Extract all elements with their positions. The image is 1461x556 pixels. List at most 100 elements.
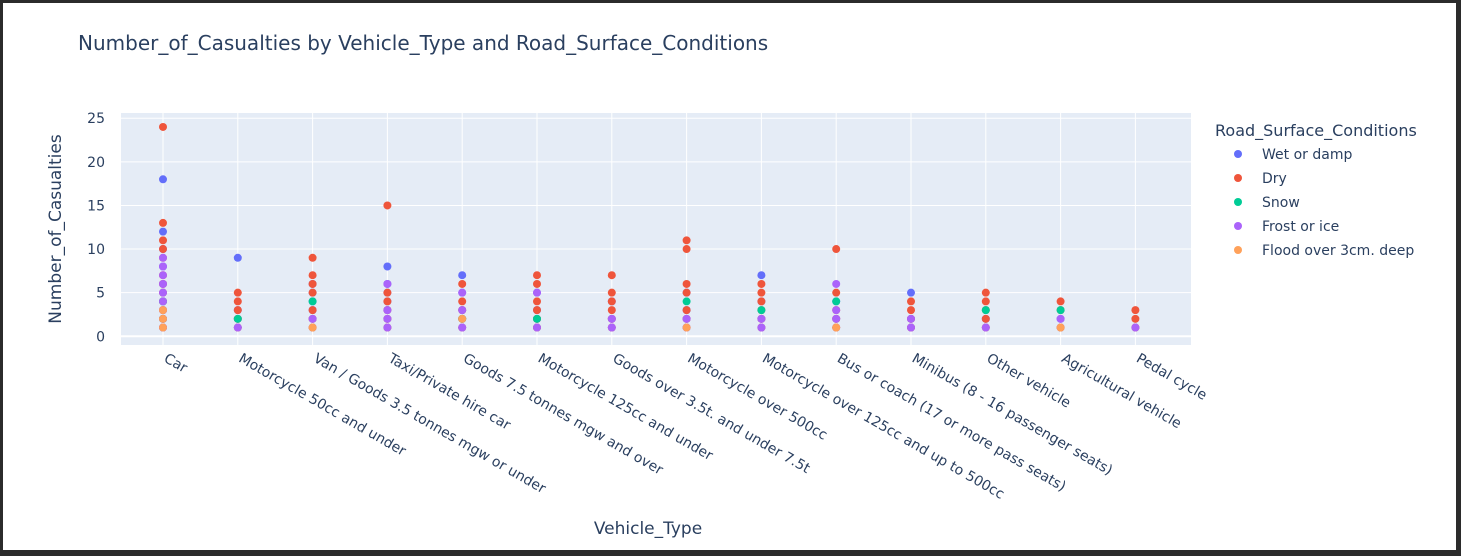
marker-frost-or-ice[interactable]: [832, 279, 841, 288]
marker-frost-or-ice[interactable]: [159, 279, 167, 288]
marker-dry[interactable]: [757, 279, 766, 288]
marker-frost-or-ice[interactable]: [458, 306, 467, 315]
marker-dry[interactable]: [832, 288, 841, 297]
marker-dry[interactable]: [607, 306, 616, 315]
marker-dry[interactable]: [757, 288, 766, 297]
legend[interactable]: Road_Surface_Conditions Wet or damp Dry Sn…: [1215, 121, 1417, 259]
marker-wet-or-damp[interactable]: [383, 262, 392, 271]
marker-wet-or-damp[interactable]: [907, 288, 915, 297]
marker-snow[interactable]: [757, 306, 766, 315]
marker-frost-or-ice[interactable]: [607, 314, 616, 323]
marker-dry[interactable]: [308, 253, 317, 262]
marker-dry[interactable]: [607, 271, 616, 280]
marker-flood-over-3cm-deep[interactable]: [1056, 323, 1065, 332]
marker-dry[interactable]: [308, 306, 317, 315]
marker-wet-or-damp[interactable]: [458, 271, 467, 280]
marker-dry[interactable]: [907, 306, 915, 315]
marker-dry[interactable]: [682, 279, 691, 288]
marker-frost-or-ice[interactable]: [383, 279, 392, 288]
marker-snow[interactable]: [308, 297, 317, 306]
marker-dry[interactable]: [233, 288, 242, 297]
marker-flood-over-3cm-deep[interactable]: [159, 314, 167, 323]
marker-dry[interactable]: [533, 297, 541, 306]
marker-frost-or-ice[interactable]: [907, 314, 915, 323]
marker-frost-or-ice[interactable]: [682, 314, 691, 323]
marker-frost-or-ice[interactable]: [981, 323, 990, 332]
marker-frost-or-ice[interactable]: [159, 253, 167, 262]
marker-dry[interactable]: [607, 297, 616, 306]
marker-snow[interactable]: [682, 297, 691, 306]
marker-wet-or-damp[interactable]: [757, 271, 766, 280]
marker-snow[interactable]: [981, 306, 990, 315]
marker-dry[interactable]: [757, 297, 766, 306]
marker-dry[interactable]: [981, 288, 990, 297]
marker-flood-over-3cm-deep[interactable]: [159, 306, 167, 315]
marker-flood-over-3cm-deep[interactable]: [159, 323, 167, 332]
marker-dry[interactable]: [159, 122, 167, 131]
marker-flood-over-3cm-deep[interactable]: [308, 323, 317, 332]
marker-dry[interactable]: [1056, 297, 1065, 306]
marker-frost-or-ice[interactable]: [159, 288, 167, 297]
marker-snow[interactable]: [233, 314, 242, 323]
marker-snow[interactable]: [533, 314, 541, 323]
marker-frost-or-ice[interactable]: [1131, 323, 1140, 332]
marker-dry[interactable]: [458, 279, 467, 288]
legend-item[interactable]: Dry: [1234, 171, 1287, 187]
marker-dry[interactable]: [159, 236, 167, 245]
marker-frost-or-ice[interactable]: [757, 323, 766, 332]
legend-item[interactable]: Wet or damp: [1234, 147, 1352, 163]
marker-dry[interactable]: [832, 245, 841, 254]
marker-frost-or-ice[interactable]: [383, 323, 392, 332]
marker-dry[interactable]: [233, 306, 242, 315]
marker-dry[interactable]: [981, 314, 990, 323]
marker-dry[interactable]: [159, 245, 167, 254]
marker-snow[interactable]: [832, 297, 841, 306]
marker-frost-or-ice[interactable]: [308, 314, 317, 323]
marker-dry[interactable]: [308, 288, 317, 297]
marker-dry[interactable]: [233, 297, 242, 306]
marker-dry[interactable]: [308, 279, 317, 288]
marker-frost-or-ice[interactable]: [458, 288, 467, 297]
marker-dry[interactable]: [981, 297, 990, 306]
marker-dry[interactable]: [907, 297, 915, 306]
marker-dry[interactable]: [682, 236, 691, 245]
marker-dry[interactable]: [383, 288, 392, 297]
marker-frost-or-ice[interactable]: [832, 314, 841, 323]
marker-snow[interactable]: [1056, 306, 1065, 315]
marker-flood-over-3cm-deep[interactable]: [832, 323, 841, 332]
marker-dry[interactable]: [533, 279, 541, 288]
marker-dry[interactable]: [308, 271, 317, 280]
marker-dry[interactable]: [383, 297, 392, 306]
legend-item[interactable]: Snow: [1234, 195, 1300, 211]
legend-item[interactable]: Flood over 3cm. deep: [1234, 243, 1414, 259]
marker-dry[interactable]: [682, 288, 691, 297]
marker-wet-or-damp[interactable]: [159, 227, 167, 236]
marker-frost-or-ice[interactable]: [383, 306, 392, 315]
marker-frost-or-ice[interactable]: [383, 314, 392, 323]
marker-dry[interactable]: [1131, 306, 1140, 315]
marker-dry[interactable]: [159, 218, 167, 227]
marker-flood-over-3cm-deep[interactable]: [458, 314, 467, 323]
marker-frost-or-ice[interactable]: [907, 323, 915, 332]
marker-wet-or-damp[interactable]: [159, 175, 167, 184]
marker-frost-or-ice[interactable]: [458, 323, 467, 332]
marker-frost-or-ice[interactable]: [607, 323, 616, 332]
marker-frost-or-ice[interactable]: [533, 323, 541, 332]
marker-dry[interactable]: [682, 245, 691, 254]
marker-dry[interactable]: [1131, 314, 1140, 323]
marker-dry[interactable]: [383, 201, 392, 210]
marker-frost-or-ice[interactable]: [159, 271, 167, 280]
marker-frost-or-ice[interactable]: [1056, 314, 1065, 323]
marker-frost-or-ice[interactable]: [233, 323, 242, 332]
marker-dry[interactable]: [458, 297, 467, 306]
marker-flood-over-3cm-deep[interactable]: [682, 323, 691, 332]
marker-frost-or-ice[interactable]: [159, 297, 167, 306]
marker-frost-or-ice[interactable]: [159, 262, 167, 271]
marker-frost-or-ice[interactable]: [832, 306, 841, 315]
marker-frost-or-ice[interactable]: [533, 288, 541, 297]
marker-dry[interactable]: [682, 306, 691, 315]
marker-dry[interactable]: [533, 271, 541, 280]
marker-wet-or-damp[interactable]: [233, 253, 242, 262]
marker-dry[interactable]: [533, 306, 541, 315]
marker-frost-or-ice[interactable]: [757, 314, 766, 323]
